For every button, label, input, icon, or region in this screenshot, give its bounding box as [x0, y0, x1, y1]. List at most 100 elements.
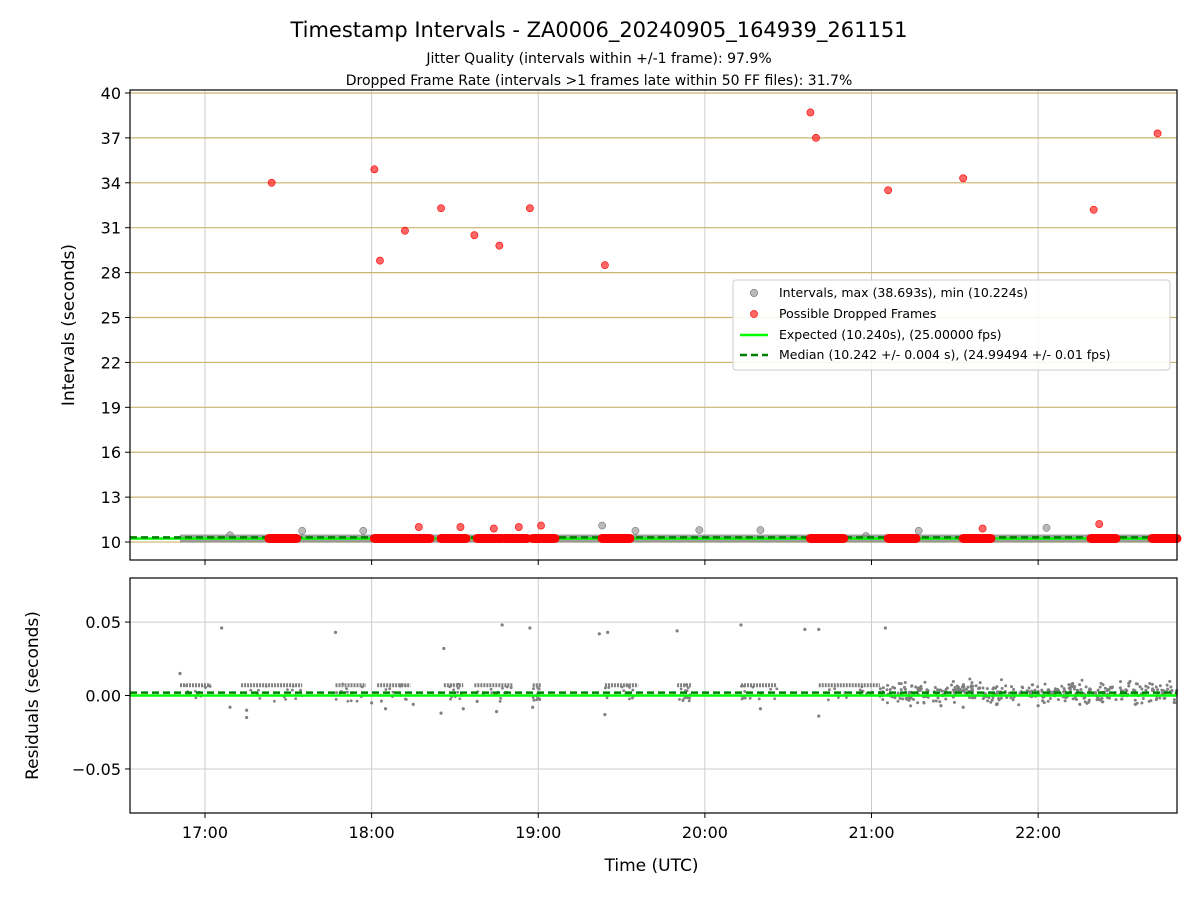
residual-point: [1163, 696, 1167, 700]
dropped-point: [600, 261, 609, 270]
residual-point: [1075, 698, 1079, 702]
residual-point: [885, 688, 889, 692]
y-tick-label: 0.00: [85, 687, 121, 706]
residual-point: [1100, 696, 1104, 700]
residual-point: [1075, 688, 1079, 692]
residual-outlier: [500, 623, 504, 627]
residual-point: [903, 681, 907, 685]
residual-point: [916, 701, 920, 705]
residual-point: [742, 684, 746, 688]
residual-point: [1120, 697, 1124, 701]
residual-point: [1011, 698, 1015, 702]
residual-outlier: [606, 630, 610, 634]
residual-point: [938, 688, 942, 692]
residual-point: [400, 683, 403, 687]
residual-point: [1041, 699, 1045, 703]
residual-point: [940, 689, 944, 693]
residual-outlier: [245, 708, 249, 712]
residual-point: [456, 690, 460, 694]
residual-point: [380, 699, 383, 703]
y-tick-label: 34: [101, 174, 121, 193]
x-tick-label: 19:00: [515, 823, 561, 842]
residual-point: [286, 688, 289, 692]
residual-point: [974, 684, 978, 688]
residual-outlier: [461, 707, 465, 711]
residual-point: [977, 687, 981, 691]
residual-outlier: [528, 626, 532, 630]
residual-point: [532, 687, 535, 691]
residual-point: [910, 684, 914, 688]
residual-outlier: [994, 702, 999, 706]
dropped-point: [456, 523, 465, 531]
residual-point: [1141, 696, 1145, 700]
residual-point: [956, 685, 960, 689]
residual-point: [1063, 699, 1067, 703]
residual-point: [899, 688, 903, 692]
residual-point: [968, 677, 972, 681]
residual-point: [456, 686, 460, 690]
dropped-point: [437, 204, 445, 213]
residual-point: [985, 687, 989, 691]
residual-point: [951, 679, 955, 683]
residual-point: [995, 685, 999, 689]
residual-point: [945, 686, 949, 690]
residual-outlier: [675, 629, 679, 633]
residual-point: [456, 682, 460, 686]
residual-point: [833, 687, 837, 691]
residual-point: [501, 686, 504, 690]
residual-point: [978, 681, 982, 685]
residual-point: [914, 685, 918, 689]
residual-point: [532, 698, 536, 702]
residual-point: [1166, 687, 1170, 691]
residual-point: [981, 686, 985, 690]
residual-point: [536, 697, 540, 700]
residual-outlier: [739, 623, 743, 627]
residual-point: [1056, 698, 1060, 702]
residual-point: [1004, 684, 1008, 688]
plot-frame: [129, 89, 1178, 561]
chart-subtitle-dropped: Dropped Frame Rate (intervals >1 frames …: [346, 73, 853, 89]
x-tick-label: 18:00: [349, 823, 395, 842]
residual-outlier: [803, 627, 807, 632]
residual-point: [257, 688, 260, 692]
residual-point: [1080, 678, 1084, 682]
residual-point: [1168, 679, 1172, 683]
legend-box: [732, 279, 1171, 371]
residual-point: [743, 696, 747, 700]
residual-point: [272, 699, 276, 703]
residual-point: [290, 688, 294, 692]
residual-point: [1040, 690, 1044, 694]
chart-subtitle-jitter: Jitter Quality (intervals within +/-1 fr…: [425, 51, 771, 67]
residual-point: [499, 696, 503, 700]
residual-outlier: [494, 710, 499, 714]
residual-point: [748, 696, 752, 700]
residual-point: [1165, 683, 1169, 687]
y-axis-label: Residuals (seconds): [23, 611, 43, 780]
residual-point: [1053, 687, 1057, 691]
residual-point: [1062, 687, 1066, 691]
residual-point: [1124, 688, 1128, 692]
residual-point: [936, 696, 940, 700]
residual-point: [249, 688, 253, 692]
residual-point: [1095, 698, 1099, 702]
residual-point: [294, 697, 298, 701]
residual-point: [1017, 703, 1021, 707]
residual-point: [951, 688, 955, 692]
residual-point: [1146, 685, 1150, 689]
residual-point: [919, 687, 923, 691]
residual-point: [739, 684, 743, 688]
residual-point: [1020, 685, 1024, 689]
residual-point: [489, 687, 493, 691]
residual-point: [681, 698, 685, 702]
residual-outlier: [383, 707, 388, 711]
residual-point: [971, 684, 975, 688]
residual-point: [1007, 691, 1011, 695]
y-tick-label: 16: [101, 443, 121, 462]
residual-point: [679, 687, 683, 691]
residual-point: [909, 704, 913, 708]
legend-marker-intervals: [750, 289, 758, 297]
residual-point: [1098, 685, 1102, 689]
residual-point: [449, 683, 453, 687]
residual-outlier: [1036, 704, 1040, 708]
